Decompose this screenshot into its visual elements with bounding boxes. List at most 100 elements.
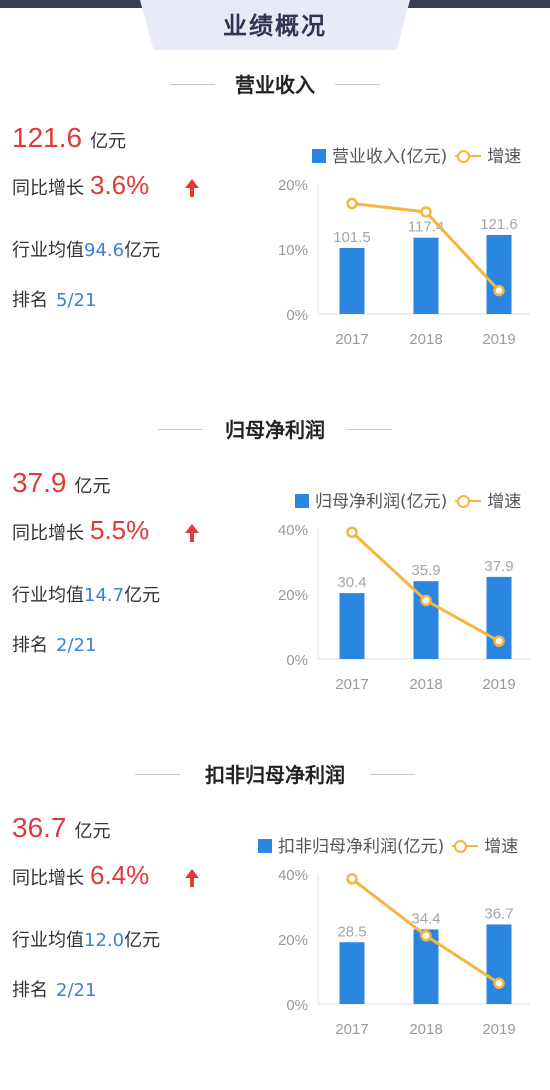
legend-bar-swatch bbox=[312, 149, 326, 163]
legend-line-marker bbox=[455, 149, 482, 163]
y-tick-label: 0% bbox=[286, 307, 308, 324]
yoy-growth: 同比增长 5.5% bbox=[12, 515, 199, 546]
header-tab bbox=[140, 0, 410, 50]
growth-point bbox=[420, 594, 432, 607]
y-tick-label: 0% bbox=[286, 652, 308, 669]
main-value-unit: 亿元 bbox=[74, 821, 111, 842]
bar-value-label: 36.7 bbox=[484, 905, 513, 922]
yoy-growth-value: 3.6% bbox=[90, 170, 150, 200]
section-net-profit: 归母净利润 37.9 亿元 同比增长 5.5% 行业均值14.7亿元 排名 2/21 … bbox=[0, 415, 550, 745]
x-tick-label: 2018 bbox=[409, 331, 442, 348]
y-tick-label: 10% bbox=[278, 242, 308, 259]
main-value-number: 121.6 bbox=[12, 122, 83, 153]
bar-value-label: 30.4 bbox=[337, 574, 366, 591]
rank-label: 排名 bbox=[12, 635, 48, 656]
main-value-unit: 亿元 bbox=[74, 476, 111, 497]
legend-bar-swatch bbox=[258, 839, 272, 853]
yoy-growth-label: 同比增长 bbox=[12, 868, 84, 889]
x-tick-label: 2017 bbox=[335, 1021, 368, 1038]
section-title: 归母净利润 bbox=[225, 418, 325, 442]
rank: 排名 5/21 bbox=[12, 286, 96, 312]
industry-average-value: 94.6 bbox=[84, 240, 125, 261]
section-revenue: 营业收入 121.6 亿元 同比增长 3.6% 行业均值94.6亿元 排名 5/21 … bbox=[0, 70, 550, 400]
bar bbox=[413, 237, 439, 314]
main-value-number: 37.9 bbox=[12, 467, 67, 498]
chart-legend: 扣非归母净利润(亿元) 增速 bbox=[258, 832, 519, 857]
section-header: 归母净利润 bbox=[0, 415, 550, 445]
yoy-growth: 同比增长 6.4% bbox=[12, 860, 199, 891]
rank-label: 排名 bbox=[12, 290, 48, 311]
y-tick-label: 0% bbox=[286, 997, 308, 1014]
bar-line-chart: 0% 20% 40% 30.4 35.9 37.9 2017 2018 2019 bbox=[278, 522, 530, 693]
yoy-growth: 同比增长 3.6% bbox=[12, 170, 199, 201]
yoy-growth-label: 同比增长 bbox=[12, 523, 84, 544]
legend-line-label: 增速 bbox=[484, 837, 519, 857]
arrow-up-icon bbox=[185, 524, 199, 542]
divider bbox=[347, 429, 392, 430]
section-deducted-net-profit: 扣非归母净利润 36.7 亿元 同比增长 6.4% 行业均值12.0亿元 排名 2/2… bbox=[0, 760, 550, 1090]
bar-value-label: 37.9 bbox=[484, 558, 513, 575]
rank-label: 排名 bbox=[12, 980, 48, 1001]
legend-bar-label: 归母净利润(亿元) bbox=[315, 492, 448, 512]
divider bbox=[170, 84, 215, 85]
y-tick-label: 40% bbox=[278, 867, 308, 884]
growth-point bbox=[420, 206, 432, 218]
industry-average: 行业均值14.7亿元 bbox=[12, 581, 160, 607]
bar-value-label: 101.5 bbox=[333, 229, 371, 246]
industry-average-label: 行业均值 bbox=[12, 930, 84, 951]
y-tick-label: 20% bbox=[278, 177, 308, 194]
divider bbox=[158, 429, 203, 430]
legend-bar-swatch bbox=[295, 494, 309, 508]
chart-legend: 归母净利润(亿元) 增速 bbox=[295, 487, 522, 512]
yoy-growth-label: 同比增长 bbox=[12, 178, 84, 199]
main-value: 37.9 亿元 bbox=[12, 467, 111, 499]
section-header: 扣非归母净利润 bbox=[0, 760, 550, 790]
yoy-growth-value: 6.4% bbox=[90, 860, 150, 890]
growth-point bbox=[493, 284, 505, 297]
bar bbox=[339, 942, 365, 1004]
page-title: 业绩概况 bbox=[223, 12, 327, 40]
yoy-growth-value: 5.5% bbox=[90, 515, 150, 545]
industry-average-value: 12.0 bbox=[84, 930, 125, 951]
industry-average-unit: 亿元 bbox=[124, 930, 161, 951]
main-value: 36.7 亿元 bbox=[12, 812, 111, 844]
legend-line-label: 增速 bbox=[487, 147, 522, 167]
rank: 排名 2/21 bbox=[12, 631, 96, 657]
legend-bar-label: 营业收入(亿元) bbox=[332, 147, 448, 167]
industry-average-label: 行业均值 bbox=[12, 585, 84, 606]
industry-average: 行业均值12.0亿元 bbox=[12, 926, 160, 952]
growth-point bbox=[346, 197, 358, 210]
legend-line-label: 增速 bbox=[487, 492, 522, 512]
divider bbox=[135, 774, 180, 775]
arrow-up-icon bbox=[185, 179, 199, 197]
bar-value-label: 34.4 bbox=[411, 910, 440, 927]
legend-line-marker bbox=[452, 839, 479, 853]
industry-average-unit: 亿元 bbox=[124, 240, 161, 261]
x-tick-label: 2019 bbox=[482, 331, 515, 348]
section-header: 营业收入 bbox=[0, 70, 550, 100]
divider bbox=[370, 774, 415, 775]
legend-line-marker bbox=[455, 494, 482, 508]
bar bbox=[339, 593, 365, 659]
rank-value: 2/21 bbox=[56, 635, 97, 656]
industry-average-label: 行业均值 bbox=[12, 240, 84, 261]
rank-value: 5/21 bbox=[56, 290, 97, 311]
x-tick-label: 2019 bbox=[482, 1021, 515, 1038]
x-tick-label: 2019 bbox=[482, 676, 515, 693]
x-tick-label: 2017 bbox=[335, 676, 368, 693]
x-tick-label: 2018 bbox=[409, 676, 442, 693]
main-value-number: 36.7 bbox=[12, 812, 67, 843]
growth-point bbox=[420, 930, 432, 942]
bar-value-label: 28.5 bbox=[337, 923, 366, 940]
bar bbox=[486, 234, 512, 314]
section-title: 营业收入 bbox=[235, 73, 315, 97]
y-tick-label: 20% bbox=[278, 587, 308, 604]
x-tick-label: 2017 bbox=[335, 331, 368, 348]
x-tick-label: 2018 bbox=[409, 1021, 442, 1038]
growth-point bbox=[493, 635, 505, 647]
industry-average: 行业均值94.6亿元 bbox=[12, 236, 160, 262]
bar bbox=[486, 924, 512, 1004]
bar-line-chart: 0% 20% 40% 28.5 34.4 36.7 2017 2018 2019 bbox=[278, 867, 530, 1038]
growth-point bbox=[346, 873, 358, 885]
